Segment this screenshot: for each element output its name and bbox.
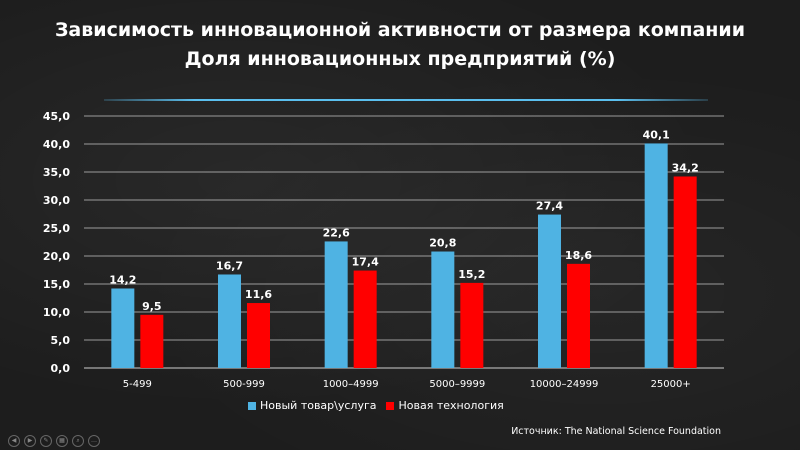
pen-icon[interactable]: ✎	[40, 435, 52, 447]
data-label: 22,6	[323, 226, 350, 239]
legend-swatch-blue	[248, 401, 256, 410]
bar	[538, 214, 561, 368]
bar	[431, 251, 455, 368]
bar	[324, 241, 348, 368]
bar	[111, 288, 135, 368]
bar	[460, 282, 484, 368]
previous-slide-icon[interactable]: ◀	[8, 435, 20, 447]
y-tick-label: 15,0	[43, 278, 70, 291]
data-label: 9,5	[142, 300, 162, 313]
more-options-icon[interactable]: …	[88, 435, 100, 447]
data-label: 20,8	[429, 237, 456, 250]
zoom-icon[interactable]: ⌕	[72, 435, 84, 447]
legend-item-series-1: Новый товар\услуга	[248, 399, 376, 412]
source-note: Источник: The National Science Foundatio…	[511, 426, 721, 437]
slideshow-controls: ◀ ▶ ✎ ▦ ⌕ …	[8, 435, 100, 447]
data-label: 40,1	[643, 128, 670, 141]
y-tick-label: 30,0	[43, 194, 70, 207]
legend-item-series-2: Новая технология	[386, 399, 504, 412]
x-tick-label: 1000–4999	[323, 379, 379, 390]
legend-swatch-red	[386, 401, 395, 410]
y-tick-label: 45,0	[43, 110, 70, 123]
chart-title: Зависимость инновационной активности от …	[54, 19, 746, 41]
data-label: 34,2	[672, 161, 699, 174]
slides-grid-icon[interactable]: ▦	[56, 435, 68, 447]
data-label: 27,4	[536, 200, 563, 213]
y-tick-label: 40,0	[43, 138, 70, 151]
y-tick-label: 5,0	[51, 334, 71, 347]
y-tick-label: 25,0	[43, 222, 70, 235]
y-tick-label: 35,0	[43, 166, 70, 179]
x-tick-label: 5-499	[123, 379, 152, 390]
x-tick-label: 10000–24999	[530, 379, 599, 390]
data-label: 11,6	[245, 288, 272, 301]
bar	[140, 314, 164, 368]
data-label: 16,7	[216, 259, 243, 272]
x-tick-label: 5000–9999	[429, 379, 485, 390]
y-tick-label: 10,0	[43, 306, 70, 319]
x-tick-label: 25000+	[651, 379, 691, 390]
bar	[567, 263, 590, 368]
data-label: 15,2	[458, 268, 485, 281]
bar	[673, 176, 697, 368]
legend-label-series-1: Новый товар\услуга	[260, 399, 377, 412]
next-slide-icon[interactable]: ▶	[24, 435, 36, 447]
bar	[218, 274, 241, 368]
legend-label-series-2: Новая технология	[398, 399, 504, 412]
legend: Новый товар\услуга Новая технология	[248, 399, 504, 412]
data-label: 18,6	[565, 249, 592, 262]
bar	[644, 143, 668, 368]
title-underline	[104, 99, 708, 101]
bar	[353, 270, 377, 368]
bar	[247, 303, 270, 368]
chart-subtitle: Доля инновационных предприятий (%)	[184, 48, 616, 70]
y-tick-label: 0,0	[51, 362, 71, 375]
data-label: 17,4	[352, 256, 379, 269]
data-label: 14,2	[109, 273, 136, 286]
y-tick-label: 20,0	[43, 250, 70, 263]
x-tick-label: 500-999	[223, 379, 265, 390]
